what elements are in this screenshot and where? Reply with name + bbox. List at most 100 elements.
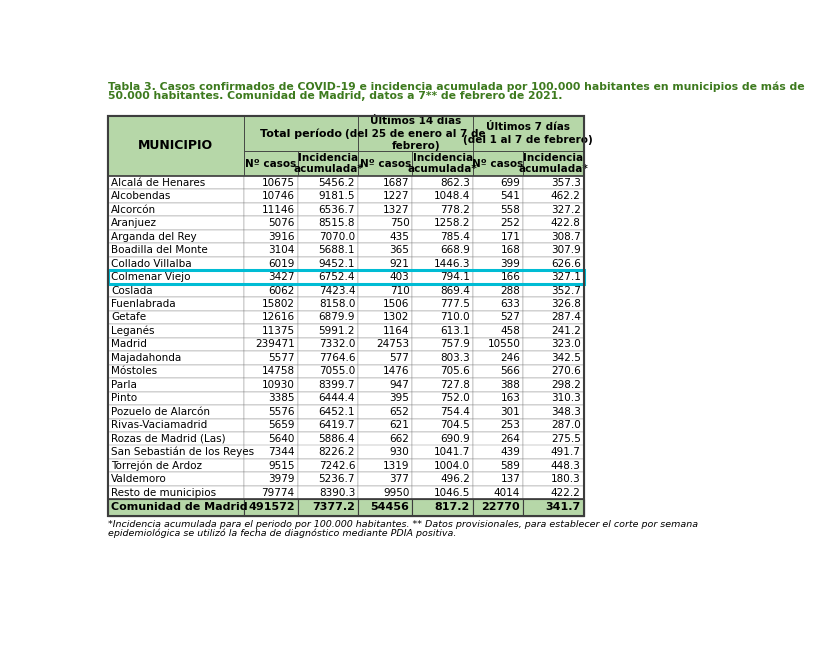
Text: 9181.5: 9181.5 [319,191,355,201]
Bar [412,176,473,189]
Bar [298,311,358,324]
Bar [412,257,473,270]
Text: 323.0: 323.0 [551,340,581,350]
Text: MUNICIPIO: MUNICIPIO [138,140,213,152]
Bar [412,324,473,338]
Bar [473,392,524,405]
Text: 1506: 1506 [383,299,410,309]
Bar [358,244,412,257]
Bar [524,244,584,257]
Bar [108,244,244,257]
Text: 171: 171 [501,231,520,242]
Bar [358,499,412,515]
Text: 5640: 5640 [268,433,295,444]
Bar [298,244,358,257]
Text: Últimos 7 días
(del 1 al 7 de febrero): Últimos 7 días (del 1 al 7 de febrero) [463,122,593,145]
Bar [358,284,412,297]
Text: 3385: 3385 [268,393,295,403]
Bar [524,230,584,244]
Bar [108,311,244,324]
Text: Pozuelo de Alarcón: Pozuelo de Alarcón [111,407,210,417]
Text: 7332.0: 7332.0 [319,340,355,350]
Bar [524,364,584,378]
Bar [524,217,584,230]
Bar [244,364,298,378]
Text: 435: 435 [390,231,410,242]
Text: 246: 246 [501,353,520,363]
Text: 5076: 5076 [268,218,295,228]
Text: 7423.4: 7423.4 [319,286,355,295]
Text: Parla: Parla [111,380,137,390]
Bar [108,499,244,515]
Text: 869.4: 869.4 [440,286,470,295]
Text: 710.0: 710.0 [440,313,470,323]
Bar [298,217,358,230]
Text: 395: 395 [390,393,410,403]
Bar [108,364,244,378]
Bar [108,378,244,392]
Bar [244,432,298,446]
Text: 3979: 3979 [268,474,295,484]
Text: Madrid: Madrid [111,340,147,350]
Bar [108,472,244,486]
Text: 5991.2: 5991.2 [319,326,355,336]
Text: 862.3: 862.3 [440,178,470,188]
Text: 3916: 3916 [268,231,295,242]
Text: 422.2: 422.2 [551,488,581,498]
Bar [108,432,244,446]
Bar [244,405,298,419]
Text: 10675: 10675 [262,178,295,188]
Bar [473,203,524,217]
Bar [473,116,584,152]
Bar [524,176,584,189]
Text: 168: 168 [501,245,520,255]
Bar [358,297,412,311]
Text: 589: 589 [501,461,520,471]
Text: 3104: 3104 [268,245,295,255]
Bar [108,297,244,311]
Text: 9950: 9950 [383,488,410,498]
Bar [524,270,584,284]
Text: 50.000 habitantes. Comunidad de Madrid, datos a 7** de febrero de 2021.: 50.000 habitantes. Comunidad de Madrid, … [108,91,563,101]
Text: 6019: 6019 [268,258,295,268]
Bar [108,419,244,432]
Bar [412,446,473,459]
Bar [358,446,412,459]
Text: 6536.7: 6536.7 [319,205,355,215]
Text: 566: 566 [501,366,520,376]
Text: Pinto: Pinto [111,393,137,403]
Text: 6879.9: 6879.9 [319,313,355,323]
Text: 275.5: 275.5 [551,433,581,444]
Bar [473,297,524,311]
Text: 252: 252 [501,218,520,228]
Text: Torrejón de Ardoz: Torrejón de Ardoz [111,460,202,471]
Bar [358,257,412,270]
Text: 54456: 54456 [371,503,410,513]
Bar [108,351,244,364]
Bar [524,392,584,405]
Bar [358,324,412,338]
Text: Nº casos: Nº casos [472,158,524,168]
Bar [298,270,358,284]
Text: 491.7: 491.7 [551,448,581,457]
Text: Boadilla del Monte: Boadilla del Monte [111,245,208,255]
Bar [412,230,473,244]
Text: Rivas-Vaciamadrid: Rivas-Vaciamadrid [111,420,207,430]
Text: 308.7: 308.7 [551,231,581,242]
Bar [358,230,412,244]
Bar [524,203,584,217]
Text: 327.2: 327.2 [551,205,581,215]
Bar [358,176,412,189]
Text: 7055.0: 7055.0 [319,366,355,376]
Bar [412,392,473,405]
Bar [244,351,298,364]
Bar [108,284,244,297]
Text: Fuenlabrada: Fuenlabrada [111,299,176,309]
Text: 377: 377 [390,474,410,484]
Text: 704.5: 704.5 [440,420,470,430]
Bar [473,351,524,364]
Text: 7344: 7344 [268,448,295,457]
Bar [108,116,584,515]
Text: Incidencia
acumulada*: Incidencia acumulada* [519,153,588,174]
Bar [244,378,298,392]
